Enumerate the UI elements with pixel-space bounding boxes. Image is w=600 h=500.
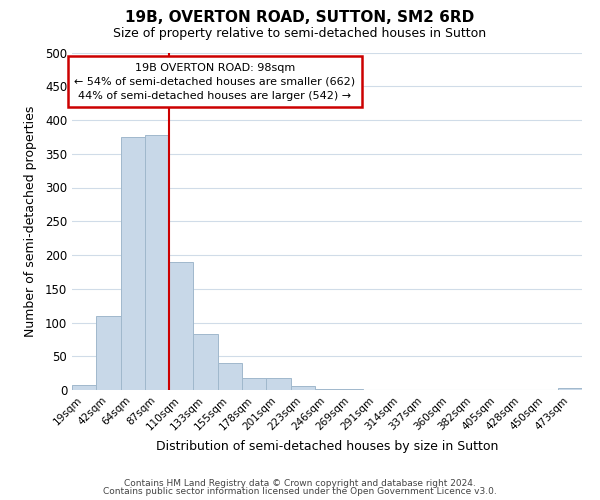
Bar [72,384,96,390]
Bar [290,386,315,390]
X-axis label: Distribution of semi-detached houses by size in Sutton: Distribution of semi-detached houses by … [156,440,498,453]
Bar [121,137,145,390]
Bar [169,262,193,390]
Bar [96,316,121,390]
Bar [193,334,218,390]
Y-axis label: Number of semi-detached properties: Number of semi-detached properties [23,106,37,337]
Text: 19B, OVERTON ROAD, SUTTON, SM2 6RD: 19B, OVERTON ROAD, SUTTON, SM2 6RD [125,10,475,25]
Text: Contains public sector information licensed under the Open Government Licence v3: Contains public sector information licen… [103,487,497,496]
Text: Contains HM Land Registry data © Crown copyright and database right 2024.: Contains HM Land Registry data © Crown c… [124,478,476,488]
Bar [315,388,339,390]
Bar [266,378,290,390]
Bar [242,378,266,390]
Text: Size of property relative to semi-detached houses in Sutton: Size of property relative to semi-detach… [113,28,487,40]
Bar [339,388,364,390]
Text: 19B OVERTON ROAD: 98sqm
← 54% of semi-detached houses are smaller (662)
44% of s: 19B OVERTON ROAD: 98sqm ← 54% of semi-de… [74,62,355,100]
Bar [145,135,169,390]
Bar [558,388,582,390]
Bar [218,363,242,390]
